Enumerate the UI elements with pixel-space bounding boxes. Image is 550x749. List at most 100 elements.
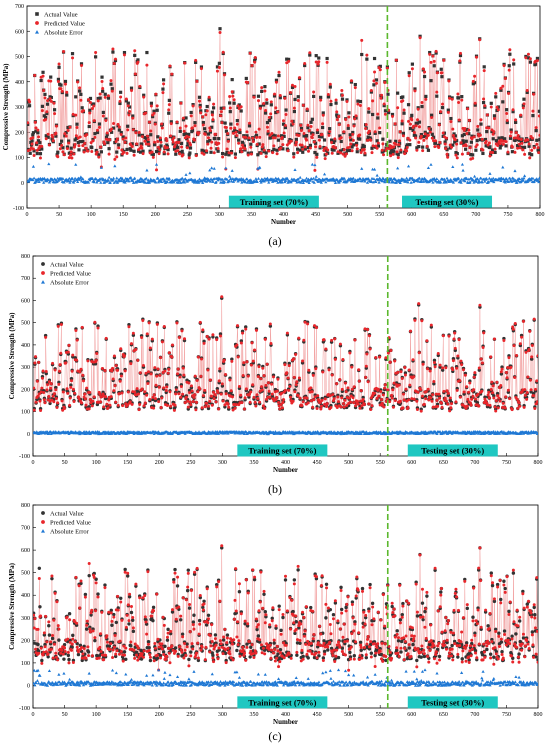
predicted-value-point: [122, 53, 126, 57]
predicted-value-point: [274, 106, 278, 110]
predicted-value-point: [246, 374, 250, 378]
absolute-error-point: [255, 180, 259, 183]
actual-value-point: [218, 369, 222, 373]
predicted-value-point: [314, 367, 318, 371]
predicted-value-point: [206, 136, 210, 140]
predicted-value-point: [210, 113, 214, 117]
predicted-value-point: [506, 150, 510, 154]
predicted-value-line: [33, 296, 538, 412]
absolute-error-point: [167, 177, 171, 180]
absolute-error-point: [154, 180, 158, 184]
actual-value-point: [315, 130, 320, 135]
absolute-error-point: [406, 180, 410, 184]
predicted-value-point: [365, 352, 369, 356]
predicted-value-point: [456, 354, 460, 358]
predicted-value-point: [263, 406, 267, 410]
predicted-value-point: [99, 400, 103, 404]
actual-value-point: [375, 139, 379, 143]
predicted-value-point: [336, 395, 340, 399]
predicted-value-point: [135, 142, 139, 146]
predicted-value-point: [328, 130, 332, 134]
actual-value-point: [497, 136, 501, 140]
actual-value-point: [407, 71, 411, 75]
predicted-value-point: [77, 144, 81, 148]
absolute-error-point: [108, 180, 112, 184]
predicted-value-point: [184, 124, 188, 128]
actual-value-point: [97, 153, 101, 157]
y-tick-label: 800: [21, 254, 30, 260]
predicted-value-point: [454, 400, 458, 404]
predicted-value-point: [326, 148, 330, 152]
absolute-error-point: [280, 180, 284, 184]
predicted-value-point: [390, 396, 394, 400]
actual-value-point: [87, 405, 91, 409]
absolute-error-point: [231, 180, 236, 183]
actual-value-point: [279, 134, 284, 138]
predicted-value-point: [428, 52, 432, 56]
predicted-value-point: [133, 72, 137, 76]
predicted-value-point: [156, 367, 160, 371]
predicted-value-point: [445, 389, 449, 393]
predicted-value-point: [131, 331, 135, 335]
actual-value-point: [44, 134, 48, 138]
actual-value-point: [224, 152, 228, 156]
predicted-value-point: [51, 135, 55, 139]
predicted-value-point: [375, 146, 379, 150]
predicted-value-point: [317, 60, 321, 64]
actual-value-point: [74, 95, 78, 99]
predicted-value-point: [265, 98, 269, 102]
predicted-value-point: [415, 399, 419, 403]
actual-value-point: [477, 368, 481, 372]
predicted-value-point: [429, 323, 433, 327]
predicted-value-point: [469, 403, 473, 407]
y-tick-label: -100: [13, 206, 24, 212]
predicted-value-point: [254, 130, 258, 134]
actual-value-point: [530, 153, 534, 157]
predicted-value-point: [296, 99, 300, 103]
predicted-value-point: [36, 128, 40, 132]
actual-value-point: [193, 121, 197, 125]
predicted-value-point: [507, 356, 511, 360]
predicted-value-point: [410, 67, 414, 71]
predicted-value-point: [46, 132, 50, 136]
predicted-value-point: [403, 152, 407, 156]
absolute-error-point: [403, 431, 407, 435]
predicted-value-point: [448, 143, 452, 147]
predicted-value-point: [274, 80, 278, 84]
predicted-value-point: [285, 331, 289, 335]
predicted-value-point: [430, 116, 434, 120]
predicted-value-point: [169, 134, 173, 138]
absolute-error-point: [131, 179, 135, 182]
predicted-value-point: [345, 99, 349, 103]
predicted-value-point: [109, 395, 113, 399]
predicted-value-point: [277, 70, 281, 74]
predicted-value-point: [160, 122, 164, 126]
predicted-value-point: [481, 148, 485, 152]
actual-value-point: [54, 134, 58, 138]
predicted-value-point: [343, 398, 347, 402]
predicted-value-point: [188, 400, 192, 404]
predicted-value-point: [156, 140, 160, 144]
predicted-value-point: [272, 375, 276, 379]
actual-value-point: [371, 112, 375, 117]
absolute-error-point: [492, 180, 496, 184]
absolute-error-point: [197, 180, 201, 184]
actual-value-point: [153, 143, 157, 147]
predicted-value-point: [393, 359, 397, 363]
predicted-value-point: [267, 389, 271, 393]
actual-value-point: [94, 55, 98, 59]
predicted-value-point: [497, 396, 501, 400]
predicted-value-point: [121, 137, 125, 141]
x-tick-label: 100: [87, 212, 96, 218]
predicted-value-point: [478, 303, 482, 307]
x-tick-label: 200: [155, 460, 164, 466]
predicted-value-point: [432, 361, 436, 365]
predicted-value-point: [173, 403, 177, 407]
predicted-value-point: [162, 150, 166, 154]
predicted-value-point: [465, 404, 469, 408]
predicted-value-point: [376, 141, 380, 145]
predicted-value-point: [468, 146, 472, 150]
predicted-value-point: [147, 321, 151, 325]
predicted-value-point: [249, 145, 253, 149]
predicted-value-point: [260, 385, 264, 389]
